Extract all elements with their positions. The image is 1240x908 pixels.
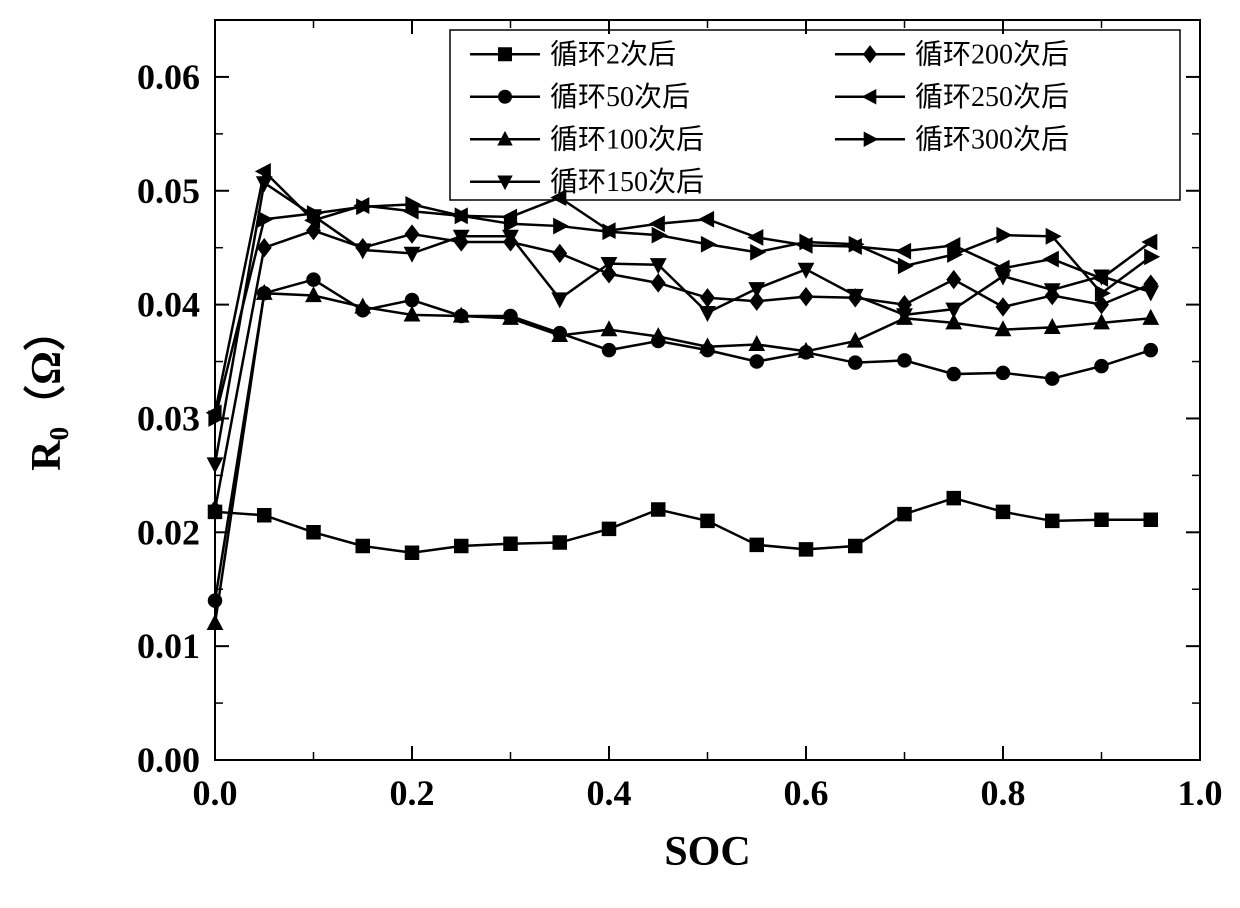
marker-cycle2 [406, 546, 419, 559]
legend-marker [498, 90, 512, 104]
marker-cycle2 [701, 514, 714, 527]
y-tick-label: 0.04 [137, 285, 200, 325]
marker-cycle2 [1095, 513, 1108, 526]
marker-cycle2 [1046, 514, 1059, 527]
marker-cycle150 [553, 293, 567, 307]
legend-marker [864, 132, 879, 147]
marker-cycle200 [947, 271, 960, 288]
marker-cycle2 [750, 538, 763, 551]
legend-label: 循环300次后 [915, 123, 1069, 155]
marker-cycle50 [898, 354, 911, 367]
marker-cycle50 [603, 344, 616, 357]
marker-cycle150 [700, 307, 714, 321]
marker-cycle2 [898, 508, 911, 521]
marker-cycle50 [1095, 360, 1108, 373]
marker-cycle300 [554, 219, 568, 233]
marker-cycle200 [750, 293, 763, 310]
x-tick-label: 0.4 [587, 773, 632, 813]
line-chart: 0.00.20.40.60.81.00.000.010.020.030.040.… [0, 0, 1240, 908]
y-tick-label: 0.01 [137, 626, 200, 666]
series-line-cycle200 [215, 231, 1151, 510]
marker-cycle2 [356, 539, 369, 552]
marker-cycle300 [751, 245, 765, 259]
x-tick-label: 0.2 [390, 773, 435, 813]
y-tick-label: 0.00 [137, 740, 200, 780]
marker-cycle300 [899, 259, 913, 273]
legend-label: 循环50次后 [550, 81, 690, 113]
marker-cycle50 [307, 273, 320, 286]
marker-cycle50 [1144, 344, 1157, 357]
y-tick-label: 0.06 [137, 57, 200, 97]
series-line-cycle2 [215, 498, 1151, 553]
marker-cycle2 [947, 492, 960, 505]
marker-cycle250 [1044, 252, 1058, 266]
marker-cycle50 [406, 294, 419, 307]
marker-cycle250 [700, 212, 714, 226]
series-line-cycle300 [215, 204, 1151, 418]
marker-cycle50 [849, 356, 862, 369]
marker-cycle150 [208, 458, 222, 472]
marker-cycle300 [258, 212, 272, 226]
x-tick-label: 0.6 [784, 773, 829, 813]
marker-cycle2 [603, 522, 616, 535]
marker-cycle2 [800, 543, 813, 556]
marker-cycle2 [1144, 513, 1157, 526]
legend-label: 循环250次后 [915, 81, 1069, 113]
legend-label: 循环150次后 [550, 166, 704, 198]
legend-marker [863, 45, 877, 63]
marker-cycle2 [258, 509, 271, 522]
legend-label: 循环2次后 [550, 38, 676, 70]
y-tick-label: 0.03 [137, 398, 200, 438]
marker-cycle2 [553, 536, 566, 549]
marker-cycle50 [947, 368, 960, 381]
marker-cycle2 [455, 539, 468, 552]
marker-cycle250 [897, 244, 911, 258]
x-tick-label: 1.0 [1178, 773, 1223, 813]
marker-cycle200 [406, 226, 419, 243]
y-tick-label: 0.05 [137, 171, 200, 211]
marker-cycle300 [997, 228, 1011, 242]
series-line-cycle100 [215, 293, 1151, 623]
marker-cycle50 [997, 366, 1010, 379]
marker-cycle200 [997, 298, 1010, 315]
marker-cycle2 [307, 526, 320, 539]
series-line-cycle50 [215, 280, 1151, 601]
x-tick-label: 0.8 [981, 773, 1026, 813]
legend-marker [862, 89, 877, 104]
series-line-cycle150 [215, 183, 1151, 464]
marker-cycle200 [652, 275, 665, 292]
marker-cycle2 [504, 537, 517, 550]
marker-cycle2 [652, 503, 665, 516]
marker-cycle2 [849, 539, 862, 552]
marker-cycle200 [553, 245, 566, 262]
marker-cycle2 [997, 505, 1010, 518]
x-axis-title: SOC [664, 829, 750, 875]
y-axis-title: R0（Ω） [23, 309, 74, 471]
marker-cycle100 [1144, 310, 1158, 324]
chart-container: 0.00.20.40.60.81.00.000.010.020.030.040.… [0, 0, 1240, 908]
legend-marker [498, 47, 512, 61]
y-tick-label: 0.02 [137, 512, 200, 552]
marker-cycle50 [1046, 372, 1059, 385]
legend-label: 循环200次后 [915, 38, 1069, 70]
marker-cycle300 [702, 237, 716, 251]
marker-cycle200 [356, 239, 369, 256]
marker-cycle100 [602, 322, 616, 336]
marker-cycle200 [800, 288, 813, 305]
marker-cycle250 [749, 230, 763, 244]
marker-cycle50 [750, 355, 763, 368]
marker-cycle150 [257, 177, 271, 191]
marker-cycle200 [701, 289, 714, 306]
marker-cycle300 [1145, 250, 1159, 264]
legend-label: 循环100次后 [550, 123, 704, 155]
marker-cycle100 [208, 616, 222, 630]
marker-cycle150 [405, 248, 419, 262]
